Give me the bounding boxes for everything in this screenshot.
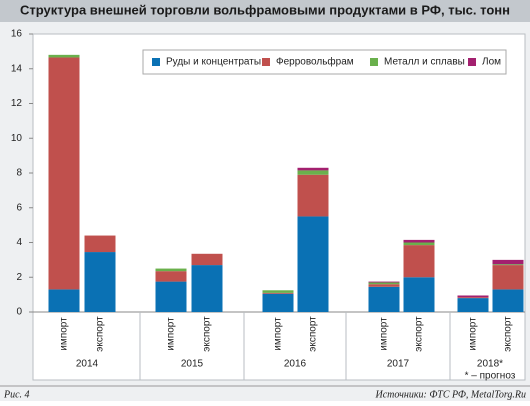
- legend: [142, 49, 507, 75]
- group-label: 2016: [284, 359, 307, 370]
- bar-segment: [297, 174, 329, 217]
- bar-segment: [368, 284, 400, 287]
- x-tick-label: экспорт: [414, 316, 425, 352]
- bar-segment: [191, 265, 223, 312]
- bar-segment: [457, 295, 489, 298]
- x-tick-label: импорт: [379, 317, 390, 351]
- bar-segment: [48, 289, 80, 312]
- legend-swatch: [468, 58, 476, 66]
- bar-segment: [403, 239, 435, 243]
- bar-segment: [48, 54, 80, 58]
- bar-segment: [368, 286, 400, 312]
- y-tick-label: 12: [11, 98, 23, 109]
- bar-segment: [155, 271, 187, 282]
- x-tick-label: импорт: [273, 317, 284, 351]
- legend-swatch: [370, 58, 378, 66]
- bar-segment: [155, 268, 187, 272]
- y-tick-label: 4: [16, 237, 22, 248]
- group-label: 2015: [181, 359, 204, 370]
- bar-segment: [492, 265, 524, 290]
- y-tick-label: 8: [16, 168, 22, 179]
- plot-area: [32, 33, 526, 381]
- bar-segment: [84, 252, 116, 312]
- x-tick-label: экспорт: [202, 316, 213, 352]
- bar-segment: [368, 281, 400, 283]
- note: * – прогноз: [465, 371, 516, 382]
- x-tick-label: импорт: [166, 317, 177, 351]
- legend-label: Металл и сплавы: [384, 57, 465, 68]
- source: Источники: ФТС РФ, MetalTorg.Ru: [375, 389, 526, 400]
- bar-segment: [492, 289, 524, 312]
- bar-segment: [403, 242, 435, 246]
- bar-segment: [492, 259, 524, 265]
- y-tick-label: 0: [16, 307, 22, 318]
- legend-label: Руды и концентраты: [166, 57, 261, 68]
- group-label: 2017: [387, 359, 410, 370]
- bar-segment: [191, 253, 223, 266]
- bar-segment: [368, 282, 400, 285]
- x-tick-label: экспорт: [503, 316, 514, 352]
- bar-segment: [48, 57, 80, 290]
- bar-segment: [297, 167, 329, 171]
- y-tick-label: 6: [16, 202, 22, 213]
- group-label: 2018*: [477, 359, 503, 370]
- bar-segment: [155, 281, 187, 312]
- x-tick-label: экспорт: [95, 316, 106, 352]
- bar-segment: [457, 297, 489, 299]
- y-tick-label: 2: [16, 272, 22, 283]
- legend-swatch: [152, 58, 160, 66]
- bar-segment: [403, 277, 435, 312]
- title-bar: [0, 0, 530, 22]
- bar-segment: [297, 216, 329, 312]
- bar-segment: [262, 290, 294, 293]
- legend-label: Лом: [482, 57, 501, 68]
- y-tick-label: 14: [11, 63, 23, 74]
- x-tick-label: импорт: [59, 317, 70, 351]
- bar-segment: [457, 298, 489, 312]
- figure-label: Рис. 4: [3, 389, 30, 400]
- bar-segment: [492, 264, 524, 266]
- bar-segment: [403, 245, 435, 278]
- y-tick-label: 10: [11, 133, 23, 144]
- legend-label: Ферровольфрам: [276, 56, 354, 68]
- bar-segment: [262, 292, 294, 294]
- x-tick-label: экспорт: [308, 316, 319, 352]
- y-tick-label: 16: [11, 29, 23, 40]
- x-tick-label: импорт: [468, 317, 479, 351]
- chart-title: Структура внешней торговли вольфрамовыми…: [20, 2, 510, 17]
- bar-segment: [297, 170, 329, 175]
- legend-swatch: [262, 58, 270, 66]
- bar-segment: [84, 235, 116, 253]
- group-label: 2014: [76, 359, 99, 370]
- bar-segment: [262, 293, 294, 312]
